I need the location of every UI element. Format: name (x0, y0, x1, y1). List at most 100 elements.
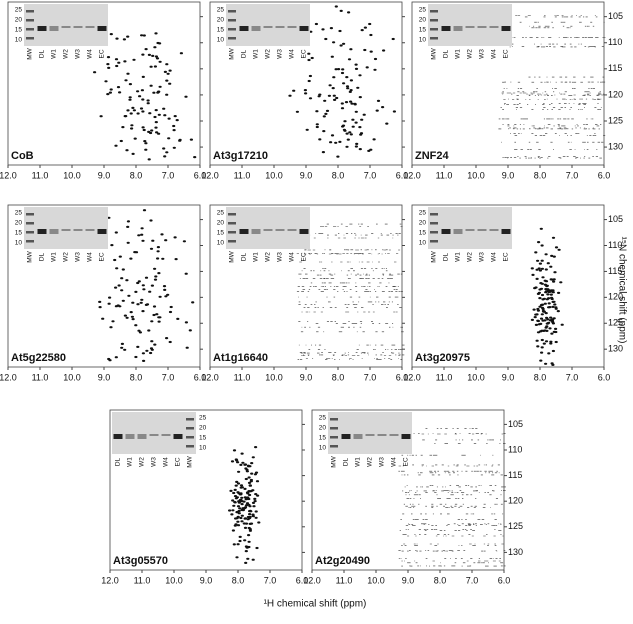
gel-marker-label: 25 (319, 415, 327, 422)
peak (358, 74, 362, 77)
gel-band (228, 19, 236, 22)
peak (149, 351, 153, 355)
peak (545, 284, 549, 287)
gel-marker-label: 20 (419, 17, 427, 24)
peak (246, 503, 250, 506)
gel-band (186, 436, 194, 439)
lane-label: W3 (277, 252, 284, 262)
peak (114, 58, 119, 61)
peak (334, 5, 338, 8)
x-tick-label: 7.0 (466, 575, 479, 585)
peak (247, 534, 251, 537)
peak (540, 293, 545, 297)
peak (345, 76, 349, 79)
peak (334, 141, 338, 144)
peak (250, 472, 254, 475)
peak (118, 91, 122, 94)
lane-label: W2 (467, 49, 474, 59)
x-tick-label: 11.0 (32, 372, 49, 382)
peak (147, 158, 151, 161)
peak (553, 271, 557, 274)
peak (167, 117, 171, 120)
peak (251, 558, 255, 561)
x-tick-label: 6.0 (194, 170, 207, 180)
peak (136, 90, 140, 93)
peak (154, 275, 158, 278)
peak (332, 76, 336, 79)
peak (328, 84, 332, 87)
lane-label: EC (403, 457, 410, 466)
gel-marker-label: 25 (419, 7, 427, 14)
peak (550, 332, 554, 335)
gel-marker-label: 15 (199, 435, 207, 442)
peak (131, 318, 135, 321)
peak (99, 115, 103, 118)
peak (244, 550, 248, 553)
peak (146, 99, 150, 102)
peak (368, 22, 372, 26)
peak (122, 38, 126, 41)
peak (118, 255, 122, 258)
peak (539, 317, 544, 320)
peak (542, 297, 547, 300)
lane-label: MW (331, 455, 338, 467)
peak (369, 33, 373, 37)
lane-label: W4 (491, 252, 498, 262)
gel-band (26, 222, 34, 225)
lane-label: W1 (253, 49, 260, 59)
lane-label: DL (443, 252, 450, 261)
x-tick-label: 11.0 (32, 170, 49, 180)
peak (113, 258, 117, 262)
peak (247, 481, 252, 484)
peak (141, 110, 145, 113)
gel-marker-label: 15 (419, 230, 427, 237)
peak (168, 340, 172, 344)
x-tick-label: 12.0 (403, 170, 421, 180)
peak (148, 112, 152, 115)
lane-label: DL (343, 457, 350, 466)
gel-band (26, 240, 34, 243)
lane-label: W1 (355, 457, 362, 467)
y-tick-label: 105 (608, 11, 623, 21)
spectrum-panel: MW DL W1 W2 W3 W4 EC 25 20 15 10 At1g16640 12.0 11.0 1… (201, 204, 408, 382)
gel-band (430, 240, 438, 243)
peak (544, 268, 548, 271)
x-tick-label: 11.0 (234, 170, 251, 180)
peak (546, 293, 550, 296)
lane-label: W4 (491, 49, 498, 59)
peak (549, 278, 553, 281)
gel-marker-label: 25 (15, 7, 23, 14)
peak (117, 284, 121, 287)
peak (307, 58, 311, 62)
noise-streaks (296, 223, 405, 360)
gel-image (428, 4, 512, 46)
peak (166, 293, 170, 296)
peak (362, 113, 366, 116)
gel-image (24, 4, 108, 46)
peak (154, 55, 158, 58)
lane-label: W1 (51, 49, 58, 59)
peak (119, 139, 123, 143)
peak (184, 272, 188, 275)
peak (549, 316, 553, 319)
lane-label: W3 (151, 457, 158, 467)
x-tick-label: 12.0 (0, 170, 17, 180)
peak (114, 356, 118, 359)
peak (288, 94, 292, 97)
peak (141, 239, 145, 242)
peak (154, 126, 158, 129)
gel-band (377, 434, 387, 436)
peak (342, 82, 346, 85)
peak (531, 273, 535, 276)
peak (554, 327, 558, 330)
lane-label: W4 (163, 457, 170, 467)
peak (554, 246, 559, 249)
gel-marker-label: 10 (15, 37, 23, 44)
peak (176, 317, 180, 320)
gel-band (49, 229, 59, 234)
peak (243, 496, 247, 499)
peak (347, 11, 351, 14)
peak (236, 524, 241, 527)
peak (343, 120, 347, 123)
gel-marker-label: 20 (217, 17, 225, 24)
